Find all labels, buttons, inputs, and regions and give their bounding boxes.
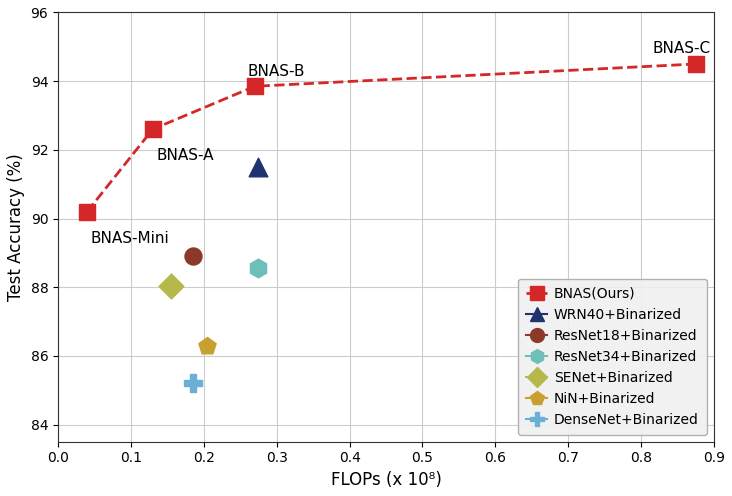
Legend: BNAS(Ours), WRN40+Binarized, ResNet18+Binarized, ResNet34+Binarized, SENet+Binar: BNAS(Ours), WRN40+Binarized, ResNet18+Bi… <box>518 278 707 435</box>
BNAS(Ours) <box>147 125 159 133</box>
ResNet34+Binarized <box>253 264 264 272</box>
BNAS(Ours) <box>690 60 702 68</box>
Text: BNAS-C: BNAS-C <box>652 41 710 57</box>
Y-axis label: Test Accuracy (%): Test Accuracy (%) <box>7 153 25 301</box>
Text: BNAS-B: BNAS-B <box>247 63 305 79</box>
NiN+Binarized <box>201 342 213 350</box>
DenseNet+Binarized <box>187 379 198 387</box>
Text: BNAS-Mini: BNAS-Mini <box>91 231 170 246</box>
WRN40+Binarized <box>253 163 264 171</box>
Text: BNAS-A: BNAS-A <box>157 148 214 163</box>
ResNet18+Binarized <box>187 252 198 260</box>
X-axis label: FLOPs (x 10⁸): FLOPs (x 10⁸) <box>331 471 441 489</box>
BNAS(Ours) <box>81 208 93 216</box>
SENet+Binarized <box>165 282 177 290</box>
BNAS(Ours) <box>249 82 261 90</box>
